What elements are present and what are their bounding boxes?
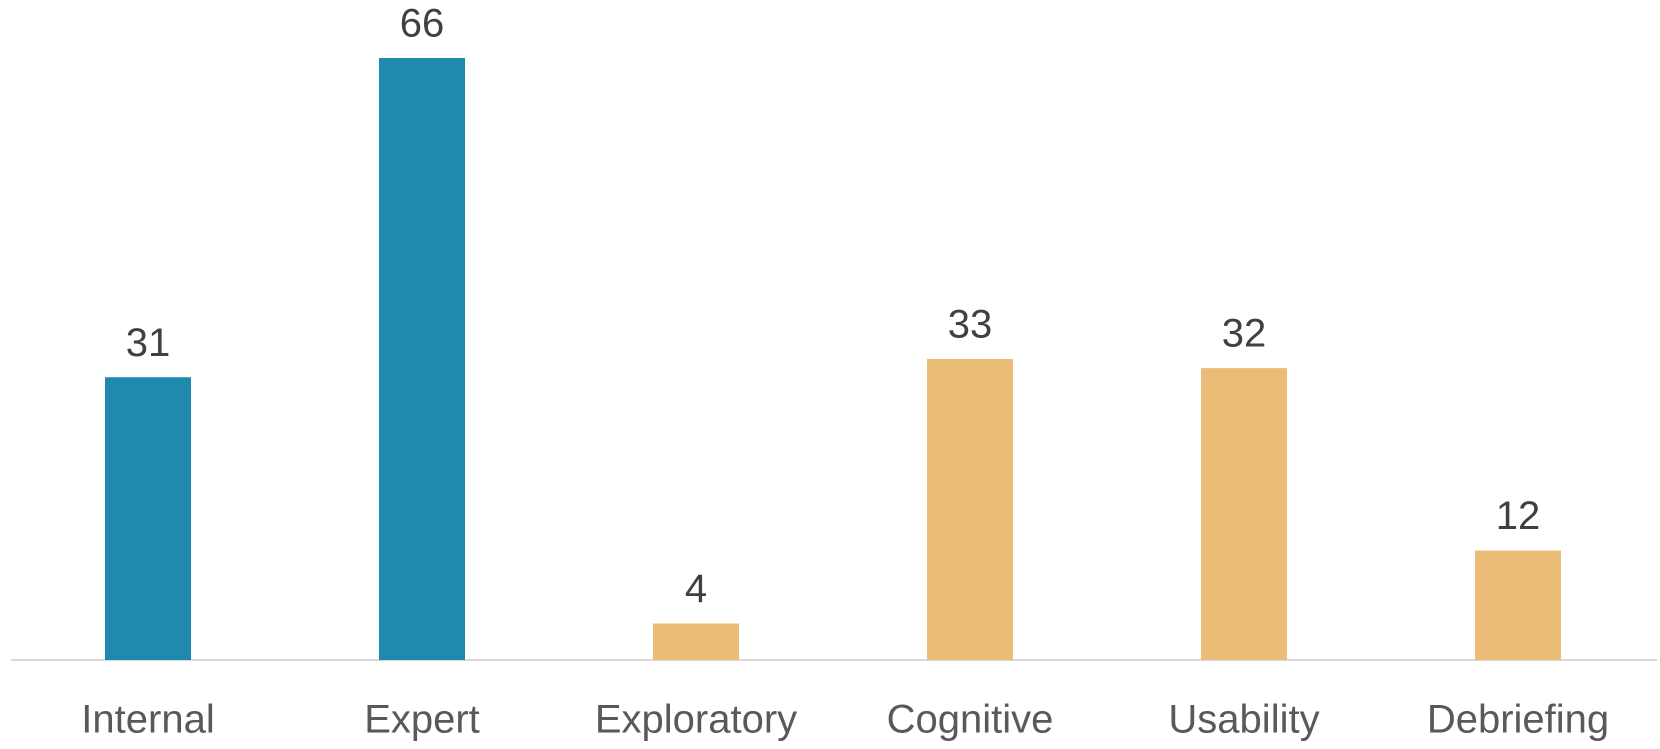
bar (105, 377, 191, 660)
bar (927, 359, 1013, 660)
data-label: 31 (126, 321, 171, 365)
data-label: 33 (948, 303, 993, 347)
bar (1201, 368, 1287, 660)
data-label: 32 (1222, 312, 1267, 356)
x-tick-label: Usability (1168, 698, 1319, 742)
data-label: 12 (1496, 494, 1541, 538)
data-label: 4 (685, 567, 707, 611)
x-tick-label: Exploratory (595, 698, 797, 742)
bar (653, 623, 739, 660)
x-tick-label: Expert (364, 698, 480, 742)
x-tick-label: Debriefing (1427, 698, 1609, 742)
data-label: 66 (400, 2, 445, 46)
bar (1475, 550, 1561, 660)
x-tick-label: Cognitive (887, 698, 1054, 742)
bar (379, 58, 465, 660)
x-tick-label: Internal (81, 698, 214, 742)
